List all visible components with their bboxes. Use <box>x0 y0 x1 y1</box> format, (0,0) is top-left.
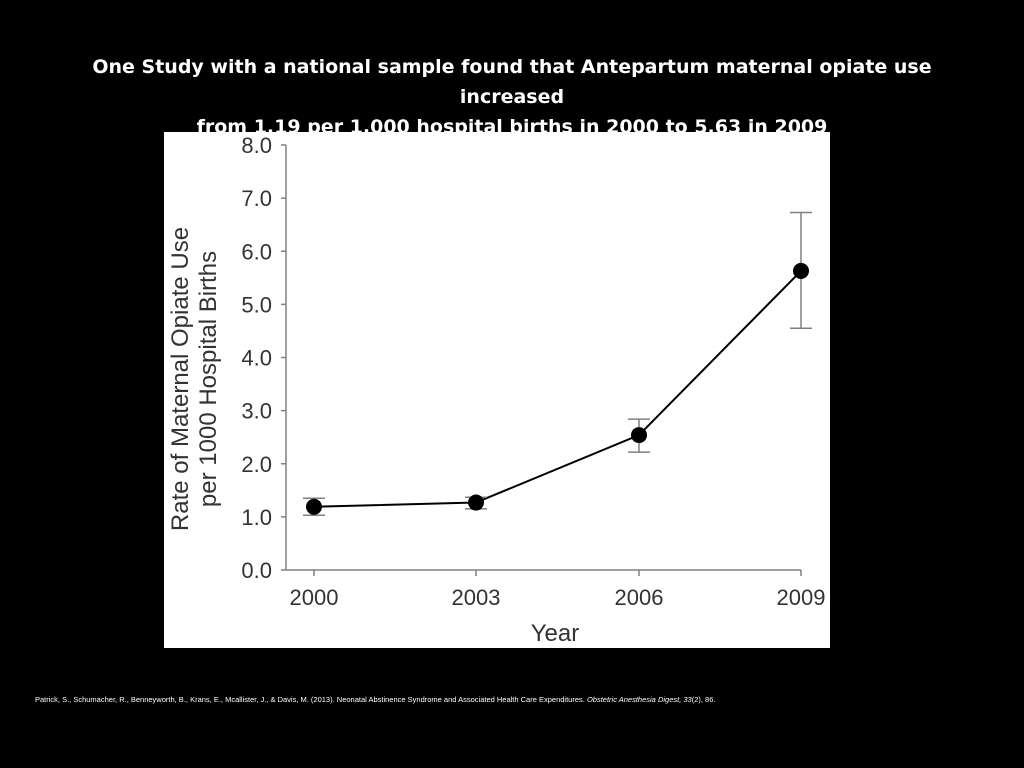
y-axis-label-line-2: per 1000 Hospital Births <box>195 251 222 507</box>
citation-issue-pages: (2), 86. <box>691 695 716 704</box>
citation-journal: Obstetric Anesthesia Digest, 33 <box>586 695 692 704</box>
data-point-2000 <box>306 498 322 515</box>
series-line <box>313 270 802 508</box>
x-tick-label-2009: 2009 <box>777 585 826 610</box>
slide-title: One Study with a national sample found t… <box>40 52 984 142</box>
y-tick-label-6.0: 6.0 <box>241 239 272 264</box>
y-tick-label-5.0: 5.0 <box>241 292 272 317</box>
slide-title-line-1: One Study with a national sample found t… <box>92 56 932 108</box>
y-axis-label-line-1: Rate of Maternal Opiate Use <box>167 227 194 531</box>
y-tick-label-1.0: 1.0 <box>241 505 272 530</box>
line-chart: Rate of Maternal Opiate Use per 1000 Hos… <box>167 133 826 647</box>
x-tick-label-2006: 2006 <box>615 585 664 610</box>
y-tick-label-0.0: 0.0 <box>241 558 272 583</box>
chart-panel: Rate of Maternal Opiate Use per 1000 Hos… <box>164 132 830 648</box>
y-tick-label-7.0: 7.0 <box>241 186 272 211</box>
x-tick-label-2000: 2000 <box>290 585 339 610</box>
y-tick-label-4.0: 4.0 <box>241 346 272 371</box>
data-point-2009 <box>793 262 809 279</box>
data-point-2006 <box>631 427 647 444</box>
y-tick-label-2.0: 2.0 <box>241 452 272 477</box>
x-tick-label-2003: 2003 <box>452 585 501 610</box>
citation-authors: Patrick, S., Schumacher, R., Benneyworth… <box>35 695 585 704</box>
data-point-2003 <box>468 494 484 511</box>
y-tick-label-8.0: 8.0 <box>241 133 272 158</box>
citation: Patrick, S., Schumacher, R., Benneyworth… <box>35 695 995 704</box>
y-tick-label-3.0: 3.0 <box>241 399 272 424</box>
x-axis-label: Year <box>531 620 580 647</box>
